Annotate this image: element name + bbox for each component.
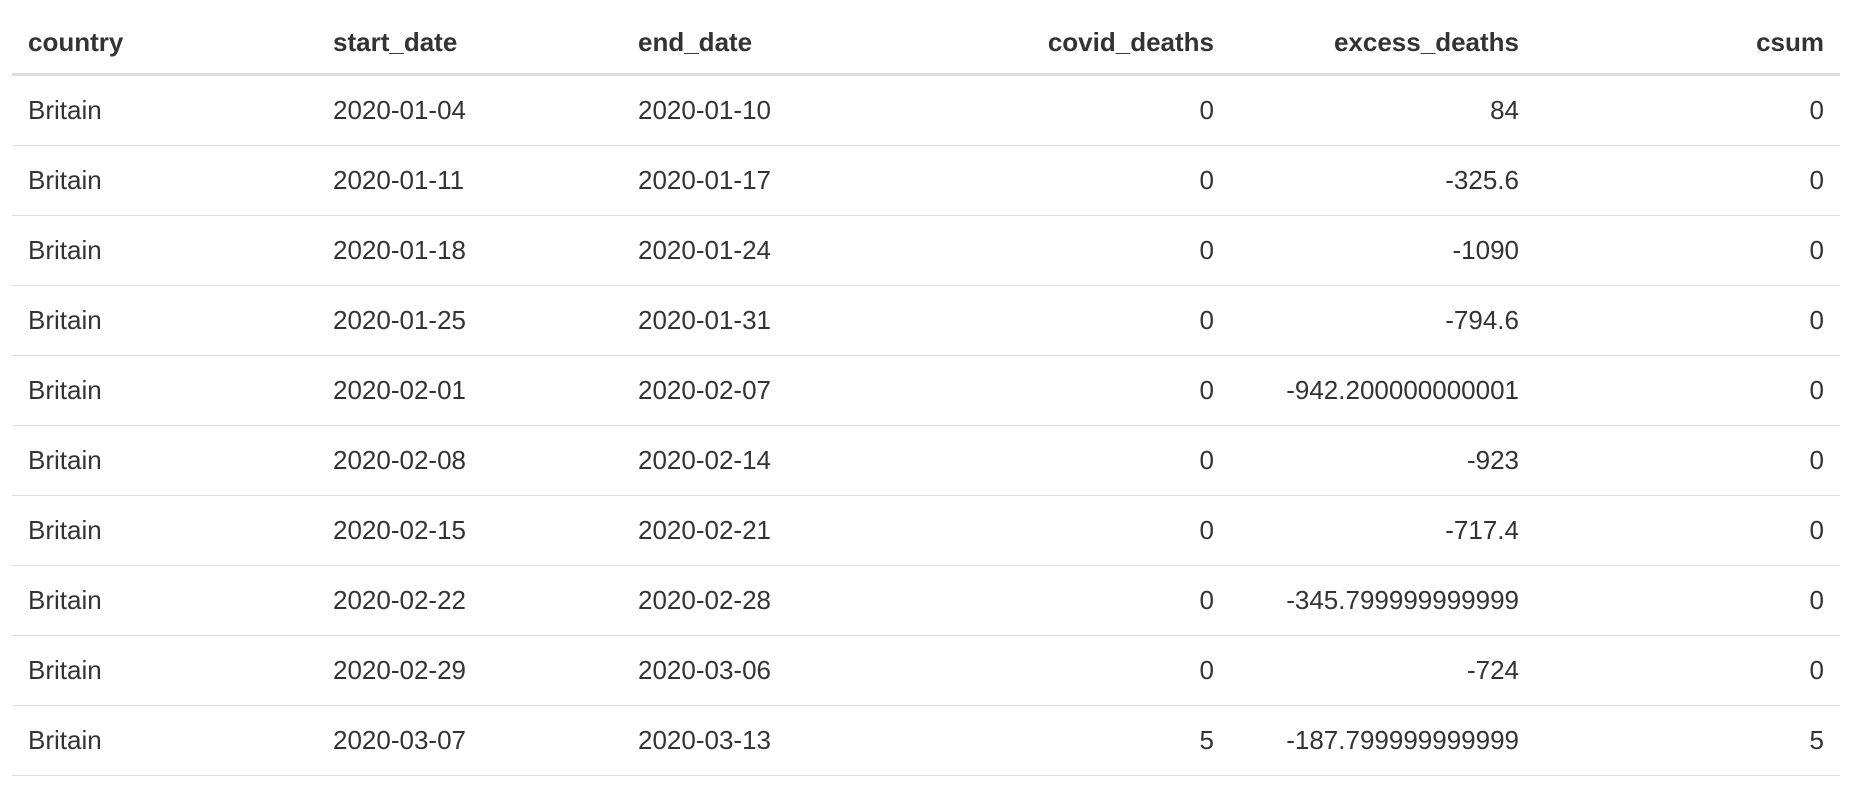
table-row: Britain 2020-03-07 2020-03-13 5 -187.7999999… <box>12 705 1840 776</box>
table-row: Britain 2020-01-04 2020-01-10 0 84 0 <box>12 74 1840 146</box>
table-cell-excess-deaths: -187.799999999999 <box>1230 705 1535 776</box>
table-cell-end-date: 2020-02-21 <box>622 495 927 566</box>
table-cell-csum: 0 <box>1535 425 1840 496</box>
table-cell-country: Britain <box>12 425 317 496</box>
table-cell-start-date: 2020-03-07 <box>317 705 622 776</box>
table-cell-csum: 0 <box>1535 74 1840 146</box>
table-cell-country: Britain <box>12 495 317 566</box>
table-cell-covid-deaths: 0 <box>927 425 1230 496</box>
table-cell-country: Britain <box>12 565 317 636</box>
table-cell-csum: 0 <box>1535 145 1840 216</box>
table-cell-csum: 0 <box>1535 635 1840 706</box>
table-cell-csum: 0 <box>1535 355 1840 426</box>
table-cell-excess-deaths: 84 <box>1230 74 1535 146</box>
table-cell-start-date: 2020-02-08 <box>317 425 622 496</box>
table-row: Britain 2020-01-18 2020-01-24 0 -1090 0 <box>12 215 1840 286</box>
table-row: Britain 2020-02-08 2020-02-14 0 -923 0 <box>12 425 1840 496</box>
table-cell-excess-deaths: -717.4 <box>1230 495 1535 566</box>
table-cell-excess-deaths: -794.6 <box>1230 285 1535 356</box>
column-header-start-date: start_date <box>317 12 622 76</box>
table-cell-covid-deaths: 0 <box>927 74 1230 146</box>
table-cell-end-date: 2020-02-07 <box>622 355 927 426</box>
table-cell-csum: 0 <box>1535 285 1840 356</box>
table-cell-start-date: 2020-01-25 <box>317 285 622 356</box>
table-cell-csum: 0 <box>1535 565 1840 636</box>
table-cell-country: Britain <box>12 635 317 706</box>
table-cell-end-date: 2020-03-13 <box>622 705 927 776</box>
table-cell-start-date: 2020-01-18 <box>317 215 622 286</box>
table-cell-covid-deaths: 0 <box>927 565 1230 636</box>
table-cell-covid-deaths: 0 <box>927 215 1230 286</box>
table-cell-covid-deaths: 0 <box>927 355 1230 426</box>
table-row: Britain 2020-02-29 2020-03-06 0 -724 0 <box>12 635 1840 706</box>
column-header-excess-deaths: excess_deaths <box>1230 12 1535 76</box>
table-header: country start_date end_date covid_deaths exc… <box>12 12 1840 76</box>
table-cell-excess-deaths: -1090 <box>1230 215 1535 286</box>
column-header-covid-deaths: covid_deaths <box>927 12 1230 76</box>
table-cell-covid-deaths: 0 <box>927 145 1230 216</box>
table-cell-end-date: 2020-02-28 <box>622 565 927 636</box>
table-cell-country: Britain <box>12 705 317 776</box>
table-cell-end-date: 2020-02-14 <box>622 425 927 496</box>
table-cell-start-date: 2020-01-04 <box>317 74 622 146</box>
table-row: Britain 2020-02-01 2020-02-07 0 -942.2000000… <box>12 355 1840 426</box>
table-row: Britain 2020-01-25 2020-01-31 0 -794.6 0 <box>12 285 1840 356</box>
table-cell-country: Britain <box>12 285 317 356</box>
column-header-csum: csum <box>1535 12 1840 76</box>
table-cell-end-date: 2020-01-17 <box>622 145 927 216</box>
table-cell-csum: 0 <box>1535 215 1840 286</box>
table-cell-country: Britain <box>12 74 317 146</box>
table-cell-end-date: 2020-01-24 <box>622 215 927 286</box>
table-cell-excess-deaths: -345.799999999999 <box>1230 565 1535 636</box>
table-cell-excess-deaths: -923 <box>1230 425 1535 496</box>
table-cell-end-date: 2020-01-10 <box>622 74 927 146</box>
column-header-country: country <box>12 12 317 76</box>
table-cell-excess-deaths: -942.200000000001 <box>1230 355 1535 426</box>
column-header-end-date: end_date <box>622 12 927 76</box>
table-cell-country: Britain <box>12 215 317 286</box>
table-body: Britain 2020-01-04 2020-01-10 0 84 0 Britain 20… <box>12 74 1840 776</box>
table-cell-csum: 5 <box>1535 705 1840 776</box>
table-row: Britain 2020-02-15 2020-02-21 0 -717.4 0 <box>12 495 1840 566</box>
table-row: Britain 2020-01-11 2020-01-17 0 -325.6 0 <box>12 145 1840 216</box>
table-cell-csum: 0 <box>1535 495 1840 566</box>
table-header-row: country start_date end_date covid_deaths exc… <box>12 12 1840 76</box>
table-cell-country: Britain <box>12 355 317 426</box>
table-cell-start-date: 2020-02-15 <box>317 495 622 566</box>
table-cell-end-date: 2020-03-06 <box>622 635 927 706</box>
table-cell-covid-deaths: 0 <box>927 495 1230 566</box>
table-cell-start-date: 2020-01-11 <box>317 145 622 216</box>
data-table-container: country start_date end_date covid_deaths exc… <box>12 12 1840 776</box>
table-cell-covid-deaths: 0 <box>927 285 1230 356</box>
table-row: Britain 2020-02-22 2020-02-28 0 -345.7999999… <box>12 565 1840 636</box>
table-cell-covid-deaths: 0 <box>927 635 1230 706</box>
table-cell-country: Britain <box>12 145 317 216</box>
table-cell-start-date: 2020-02-22 <box>317 565 622 636</box>
table-cell-covid-deaths: 5 <box>927 705 1230 776</box>
table-cell-excess-deaths: -325.6 <box>1230 145 1535 216</box>
table-cell-start-date: 2020-02-01 <box>317 355 622 426</box>
table-cell-end-date: 2020-01-31 <box>622 285 927 356</box>
table-cell-start-date: 2020-02-29 <box>317 635 622 706</box>
data-table: country start_date end_date covid_deaths exc… <box>12 12 1840 776</box>
table-cell-excess-deaths: -724 <box>1230 635 1535 706</box>
